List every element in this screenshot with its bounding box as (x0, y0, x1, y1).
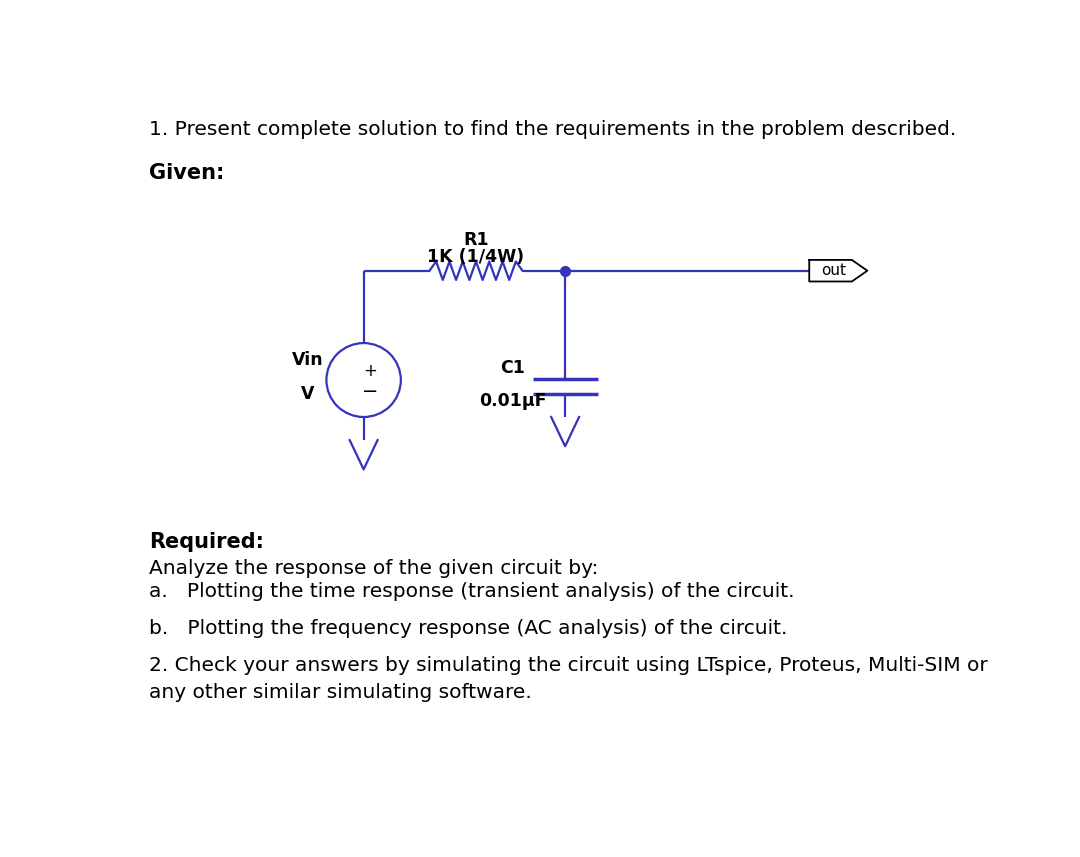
Text: out: out (821, 263, 846, 279)
Text: Given:: Given: (149, 163, 225, 183)
Text: 1. Present complete solution to find the requirements in the problem described.: 1. Present complete solution to find the… (149, 120, 956, 139)
Text: C1: C1 (500, 359, 525, 377)
Text: +: + (363, 362, 377, 380)
Text: 2. Check your answers by simulating the circuit using LTspice, Proteus, Multi-SI: 2. Check your answers by simulating the … (149, 656, 988, 674)
Text: Vin: Vin (292, 351, 324, 369)
Text: any other similar simulating software.: any other similar simulating software. (149, 683, 531, 702)
Text: Analyze the response of the given circuit by:: Analyze the response of the given circui… (149, 559, 598, 578)
Text: b.   Plotting the frequency response (AC analysis) of the circuit.: b. Plotting the frequency response (AC a… (149, 619, 787, 638)
Text: −: − (362, 382, 378, 401)
Text: 1K (1/4W): 1K (1/4W) (428, 248, 525, 266)
Text: V: V (301, 385, 314, 403)
Text: 0.01μF: 0.01μF (478, 393, 546, 411)
Text: a.   Plotting the time response (transient analysis) of the circuit.: a. Plotting the time response (transient… (149, 582, 795, 601)
Text: Required:: Required: (149, 531, 264, 552)
Text: R1: R1 (463, 231, 489, 249)
